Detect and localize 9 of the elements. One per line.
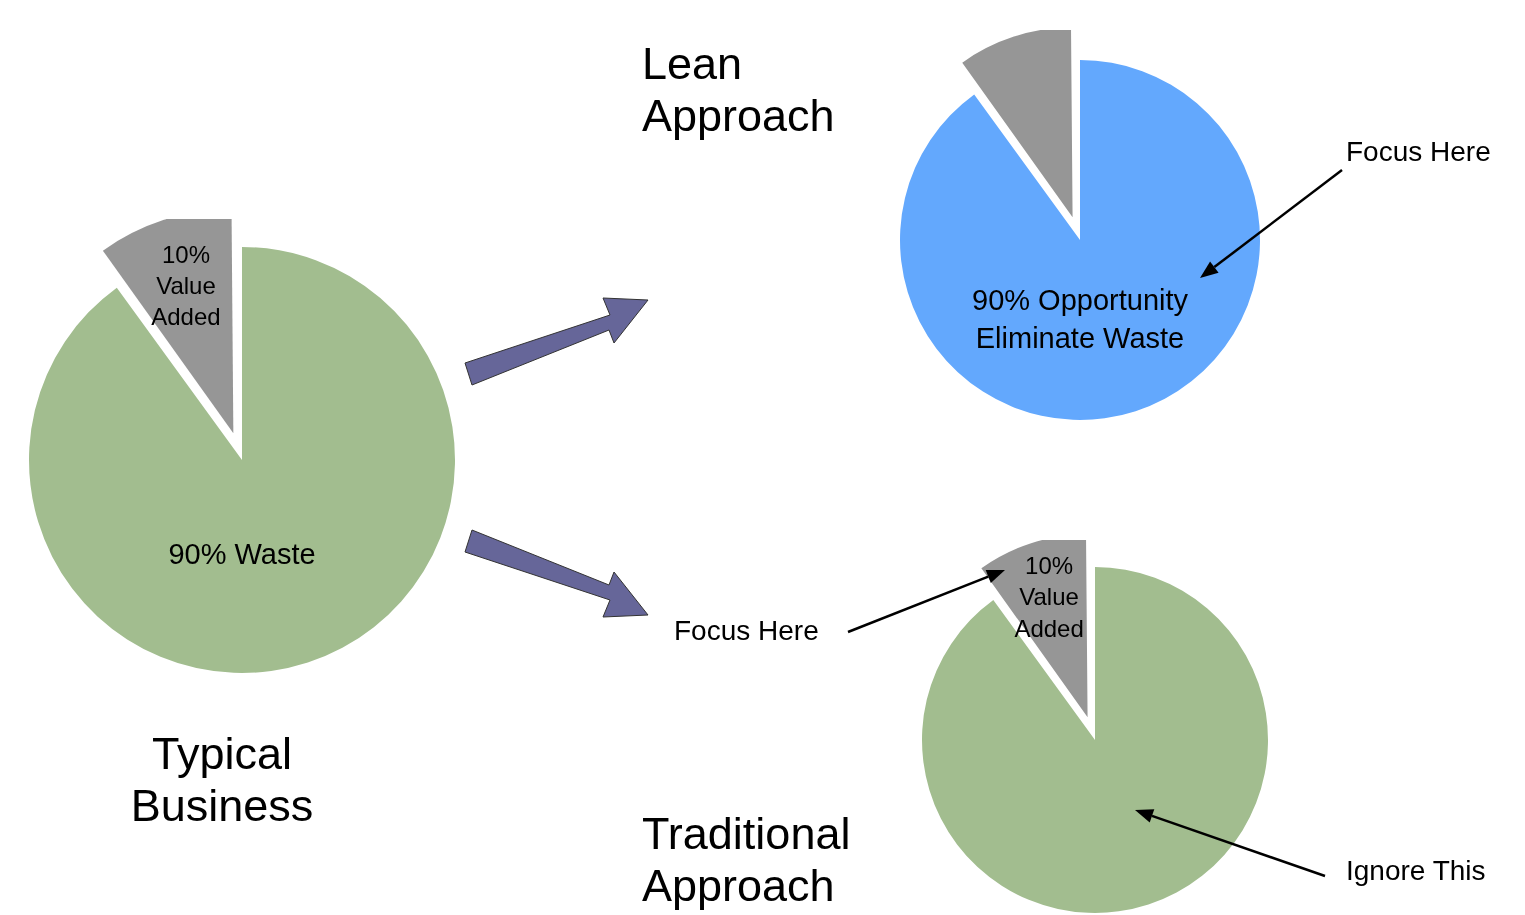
text: Lean Approach: [642, 38, 836, 142]
data-label: 90% Opportunity Eliminate Waste: [971, 284, 1189, 354]
text: Ignore This: [1346, 855, 1486, 887]
text: Typical Business: [129, 728, 315, 832]
data-label: 90% Waste: [168, 537, 316, 570]
text: Focus Here: [1346, 136, 1491, 168]
data-label: 10% Value Added: [151, 240, 221, 331]
text: Focus Here: [674, 615, 819, 647]
text: Traditional Approach: [642, 808, 852, 912]
